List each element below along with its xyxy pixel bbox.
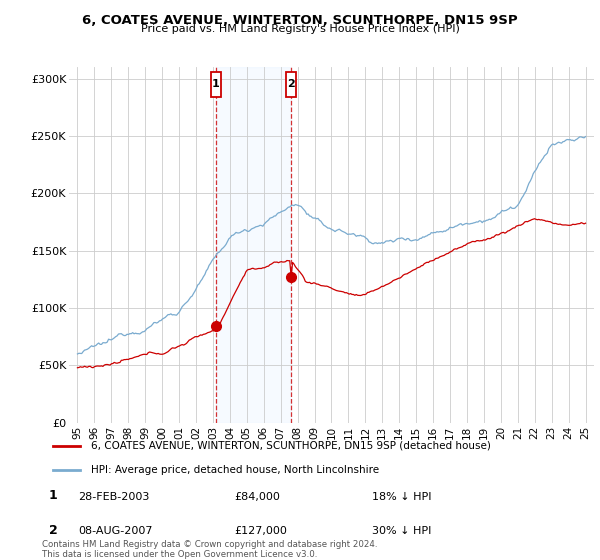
Text: Price paid vs. HM Land Registry's House Price Index (HPI): Price paid vs. HM Land Registry's House … [140, 24, 460, 34]
FancyBboxPatch shape [286, 72, 296, 97]
Text: £84,000: £84,000 [234, 492, 280, 502]
Text: 6, COATES AVENUE, WINTERTON, SCUNTHORPE, DN15 9SP (detached house): 6, COATES AVENUE, WINTERTON, SCUNTHORPE,… [91, 441, 491, 451]
Text: 6, COATES AVENUE, WINTERTON, SCUNTHORPE, DN15 9SP: 6, COATES AVENUE, WINTERTON, SCUNTHORPE,… [82, 14, 518, 27]
Text: 1: 1 [49, 489, 58, 502]
Text: £127,000: £127,000 [234, 526, 287, 536]
FancyBboxPatch shape [211, 72, 221, 97]
Text: 30% ↓ HPI: 30% ↓ HPI [372, 526, 431, 536]
Text: 2: 2 [287, 80, 295, 90]
Bar [216, 67, 291, 423]
Text: 2: 2 [49, 524, 58, 537]
Text: HPI: Average price, detached house, North Lincolnshire: HPI: Average price, detached house, Nort… [91, 465, 379, 475]
Text: 1: 1 [212, 80, 220, 90]
Text: 18% ↓ HPI: 18% ↓ HPI [372, 492, 431, 502]
Text: 08-AUG-2007: 08-AUG-2007 [78, 526, 152, 536]
Text: Contains HM Land Registry data © Crown copyright and database right 2024.
This d: Contains HM Land Registry data © Crown c… [42, 540, 377, 559]
Text: 28-FEB-2003: 28-FEB-2003 [78, 492, 149, 502]
